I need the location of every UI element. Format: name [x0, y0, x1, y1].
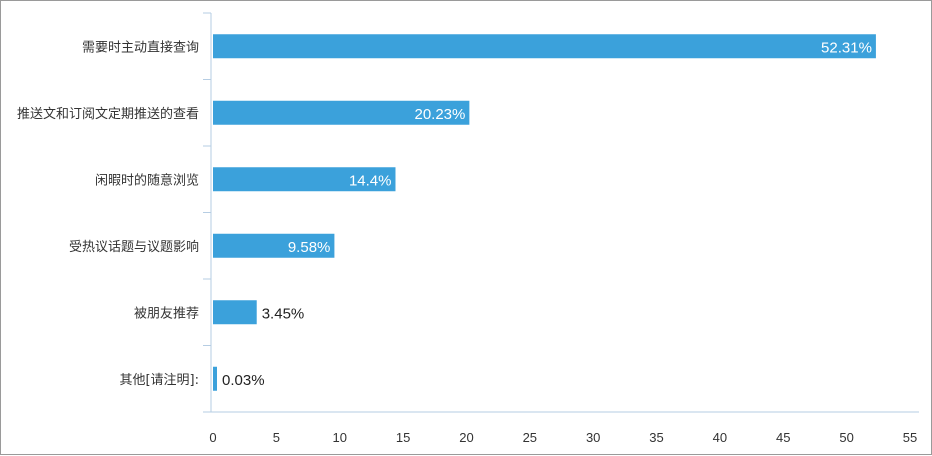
- x-tick-label: 15: [396, 430, 410, 445]
- x-tick-label: 5: [273, 430, 280, 445]
- category-label: 推送文和订阅文定期推送的查看: [17, 106, 199, 122]
- bar: [213, 366, 217, 391]
- x-tick-label: 30: [586, 430, 600, 445]
- x-tick-labels: 0 5 10 15 20 25 30 35 40 45 50 55: [209, 430, 917, 445]
- bar: [213, 300, 257, 325]
- category-label: 受热议话题与议题影响: [69, 239, 199, 255]
- bar: [213, 34, 876, 59]
- x-tick-label: 55: [903, 430, 917, 445]
- x-tick-label: 35: [649, 430, 663, 445]
- x-tick-label: 10: [332, 430, 346, 445]
- value-labels: 52.31% 20.23% 14.4% 9.58% 3.45% 0.03%: [222, 39, 872, 389]
- x-tick-label: 50: [839, 430, 853, 445]
- bar: [213, 233, 335, 258]
- x-tick-label: 25: [523, 430, 537, 445]
- category-labels: 需要时主动直接查询推送文和订阅文定期推送的查看闲暇时的随意浏览受热议话题与议题影…: [17, 39, 199, 388]
- category-label: 闲暇时的随意浏览: [95, 172, 199, 188]
- bar: [213, 167, 396, 192]
- value-label: 9.58%: [288, 239, 331, 256]
- value-label: 3.45%: [262, 305, 305, 322]
- x-tick-label: 20: [459, 430, 473, 445]
- bar: [213, 100, 470, 125]
- bars: [213, 34, 876, 391]
- x-tick-label: 45: [776, 430, 790, 445]
- value-label: 20.23%: [414, 106, 465, 123]
- chart-axes: [203, 12, 919, 413]
- value-label: 14.4%: [349, 172, 392, 189]
- category-label: 被朋友推荐: [134, 305, 199, 321]
- x-tick-label: 0: [209, 430, 216, 445]
- x-tick-label: 40: [713, 430, 727, 445]
- category-label: 其他[请注明]:: [119, 373, 199, 388]
- value-label: 52.31%: [821, 39, 872, 56]
- category-label: 需要时主动直接查询: [82, 39, 199, 55]
- value-label: 0.03%: [222, 372, 265, 389]
